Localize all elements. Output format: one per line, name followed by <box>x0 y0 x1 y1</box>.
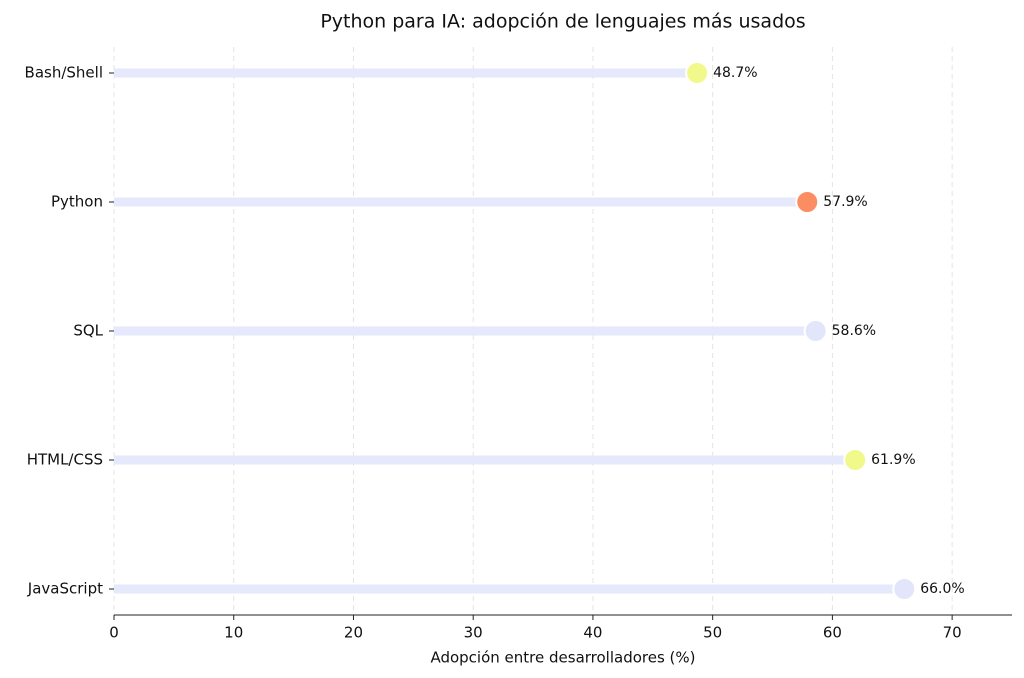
x-tick-label: 30 <box>464 624 483 642</box>
marker <box>803 319 828 343</box>
marker <box>892 577 917 601</box>
value-label: 57.9% <box>823 194 867 210</box>
y-tick-label: SQL <box>73 322 103 340</box>
marker <box>685 61 710 85</box>
x-tick-label: 60 <box>823 624 842 642</box>
x-tick-label: 20 <box>344 624 363 642</box>
marker <box>843 448 868 472</box>
y-tick-label: JavaScript <box>27 580 103 598</box>
chart-title: Python para IA: adopción de lenguajes má… <box>320 11 805 33</box>
x-tick-label: 0 <box>109 624 119 642</box>
value-label: 58.6% <box>832 323 876 339</box>
x-axis-label: Adopción entre desarrolladores (%) <box>430 649 695 667</box>
value-label: 61.9% <box>871 452 915 468</box>
y-tick-label: Python <box>51 193 103 211</box>
x-tick-label: 40 <box>583 624 602 642</box>
x-tick-label: 10 <box>224 624 243 642</box>
y-tick-label: HTML/CSS <box>27 451 103 469</box>
x-tick-label: 70 <box>943 624 962 642</box>
value-label: 48.7% <box>713 65 757 81</box>
marker <box>795 190 820 214</box>
x-tick-label: 50 <box>703 624 722 642</box>
y-tick-label: Bash/Shell <box>25 64 103 82</box>
value-label: 66.0% <box>920 581 964 597</box>
